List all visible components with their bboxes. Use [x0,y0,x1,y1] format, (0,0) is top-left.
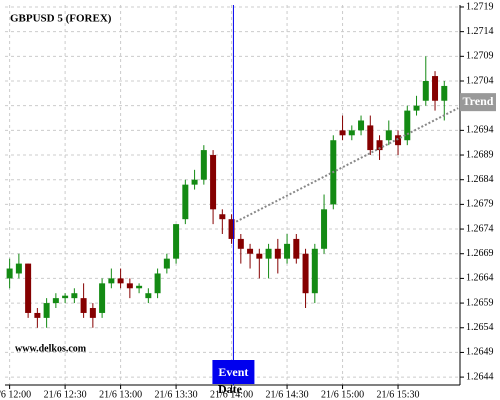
candle-body [247,248,254,254]
y-tick-label: 1.2709 [466,51,494,62]
candle-body [71,293,78,299]
candle-body [293,238,300,259]
y-tick-label: 1.2704 [466,75,494,86]
chart-title: GBPUSD 5 (FOREX) [10,13,112,25]
y-tick-label: 1.2714 [466,26,494,37]
candle-body [136,285,143,289]
candle-body [182,184,189,220]
candle-body [145,293,152,299]
y-tick-label: 1.2689 [466,149,494,160]
candle-body [432,76,439,101]
candle-body [302,253,309,294]
candle-body [52,298,59,304]
y-tick-label: 1.2649 [466,347,494,358]
candle-body [163,258,170,269]
candle-body [62,295,69,299]
candle-body [219,214,226,220]
candle-body [413,105,420,111]
candle-body [99,283,106,313]
y-tick-label: 1.2679 [466,199,494,210]
event-label: Event [218,365,248,379]
x-tick-label: 21/6 13:00 [99,389,142,400]
candle-body [376,140,383,151]
watermark: www.delkos.com [15,343,87,354]
candle-body [441,85,448,101]
candle-body [6,268,13,279]
y-tick-label: 1.2659 [466,297,494,308]
candle-body [117,278,124,284]
candle-body [228,219,235,239]
x-tick-label: 21/6 12:30 [44,389,87,400]
y-tick-label: 1.2674 [466,223,494,234]
candle-body [80,298,87,313]
candle-body [348,130,355,136]
candle-body [200,150,207,180]
x-axis-label: Date [218,382,243,396]
x-tick-label: 21/6 14:30 [266,389,309,400]
candle-body [367,125,374,151]
candle-body [339,130,346,136]
candle-body [43,303,50,318]
y-tick-label: 1.2719 [466,1,494,12]
candle-body [89,308,96,318]
y-tick-label: 1.2644 [466,371,494,382]
candle-body [256,253,263,259]
candle-body [126,283,133,289]
y-tick-label: 1.2654 [466,322,494,333]
candle-body [25,263,32,313]
candle-body [284,243,291,259]
candle-body [15,263,22,274]
candle-body [321,209,328,249]
candle-body [265,248,272,259]
x-tick-label: 21/6 14:00 [210,389,253,400]
x-tick-label: 21/6 13:30 [155,389,198,400]
trend-line [235,107,459,223]
candle-body [237,238,244,249]
candle-body [154,273,161,294]
candle-body [108,278,115,284]
event-label-box [212,360,255,384]
x-tick-label: 21/6 12:00 [0,389,31,400]
candle-body [173,224,180,259]
candle-body [34,312,41,318]
x-tick-label: 21/6 15:00 [321,389,364,400]
y-tick-label: 1.2669 [466,248,494,259]
candle-body [395,135,402,146]
candle-body [422,81,429,101]
y-tick-label: 1.2664 [466,273,494,284]
x-tick-label: 21/6 15:30 [377,389,420,400]
y-tick-label: 1.2684 [466,174,494,185]
trend-label: Trend [463,94,494,108]
candle-body [311,248,318,294]
candle-body [274,248,281,259]
trend-label-box [460,93,496,112]
candles [6,56,448,328]
candle-body [404,110,411,141]
candle-body [210,155,217,210]
candle-body [358,120,365,131]
grid [5,5,460,385]
candle-body [385,130,392,141]
y-tick-label: 1.2694 [466,125,494,136]
candle-body [191,179,198,185]
